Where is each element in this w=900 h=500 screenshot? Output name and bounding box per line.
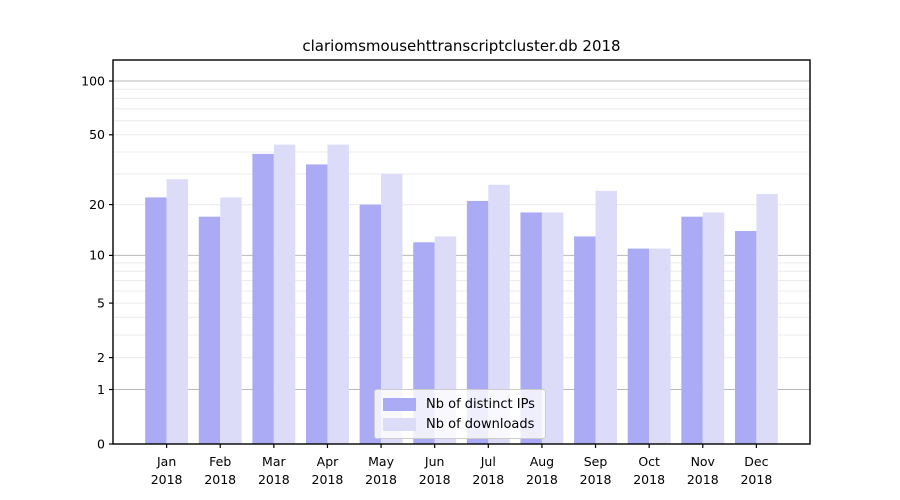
bar-feb-distinct-ips	[198, 216, 221, 444]
y-tick-label: 2	[97, 350, 105, 365]
legend-label-distinct-ips: Nb of distinct IPs	[426, 396, 535, 412]
legend: Nb of distinct IPs Nb of downloads	[374, 389, 546, 439]
x-tick-label-month: Mar	[262, 454, 286, 469]
bar-mar-distinct-ips	[252, 153, 274, 444]
x-tick-label-month: May	[368, 454, 394, 469]
x-tick-label-month: Aug	[530, 454, 554, 469]
x-tick-label-month: Apr	[317, 454, 339, 469]
bar-dec-downloads	[756, 194, 778, 444]
x-tick-label-year: 2018	[151, 472, 183, 487]
x-tick-label-month: Jul	[480, 454, 496, 469]
y-tick-label: 5	[97, 295, 105, 310]
bar-aug-distinct-ips	[520, 212, 542, 444]
bar-sep-distinct-ips	[574, 236, 596, 444]
x-tick-label-year: 2018	[204, 472, 236, 487]
x-tick-label-year: 2018	[472, 472, 504, 487]
bar-aug-downloads	[541, 212, 564, 444]
legend-swatch-downloads	[383, 417, 416, 431]
legend-label-downloads: Nb of downloads	[426, 416, 535, 432]
bar-jan-distinct-ips	[145, 197, 167, 444]
bar-jul-downloads	[488, 184, 510, 445]
bar-apr-distinct-ips	[306, 164, 328, 444]
bar-feb-downloads	[220, 197, 242, 444]
x-tick-label-month: Jun	[424, 454, 445, 469]
y-tick-label: 0	[97, 436, 105, 451]
x-tick-label-year: 2018	[687, 472, 719, 487]
bar-jan-downloads	[166, 179, 189, 444]
x-tick-label-year: 2018	[633, 472, 665, 487]
x-tick-label-year: 2018	[740, 472, 772, 487]
bar-nov-downloads	[702, 212, 725, 444]
bar-nov-distinct-ips	[681, 216, 703, 444]
y-tick-label: 10	[89, 248, 105, 263]
legend-swatch-distinct-ips	[383, 397, 416, 411]
y-tick-label: 100	[81, 73, 105, 88]
x-tick-label-year: 2018	[312, 472, 344, 487]
x-tick-label-month: Jan	[156, 454, 176, 469]
y-tick-label: 1	[97, 382, 105, 397]
bar-mar-downloads	[273, 144, 296, 444]
bar-oct-downloads	[649, 248, 671, 444]
x-tick-label-year: 2018	[580, 472, 612, 487]
legend-item: Nb of distinct IPs	[383, 397, 537, 412]
x-tick-label-month: Sep	[584, 454, 608, 469]
bar-jul-distinct-ips	[466, 200, 489, 444]
x-tick-label-month: Oct	[638, 454, 660, 469]
plot-frame	[112, 59, 811, 445]
x-tick-label-month: Dec	[744, 454, 768, 469]
bar-dec-distinct-ips	[734, 231, 757, 444]
x-tick-label-month: Feb	[209, 454, 231, 469]
bar-oct-distinct-ips	[627, 248, 650, 444]
bar-may-downloads	[381, 173, 403, 444]
chart-title: clariomsmousehttranscriptcluster.db 2018	[302, 37, 621, 55]
bar-may-distinct-ips	[359, 204, 382, 444]
x-tick-label-year: 2018	[419, 472, 451, 487]
x-tick-label-month: Nov	[691, 454, 716, 469]
y-tick-label: 50	[89, 127, 105, 142]
bar-sep-downloads	[595, 190, 617, 444]
x-tick-label-year: 2018	[526, 472, 558, 487]
legend-item: Nb of downloads	[383, 417, 537, 432]
x-tick-label-year: 2018	[258, 472, 290, 487]
bar-apr-downloads	[327, 144, 349, 444]
x-tick-label-year: 2018	[365, 472, 397, 487]
y-tick-label: 20	[89, 197, 105, 212]
